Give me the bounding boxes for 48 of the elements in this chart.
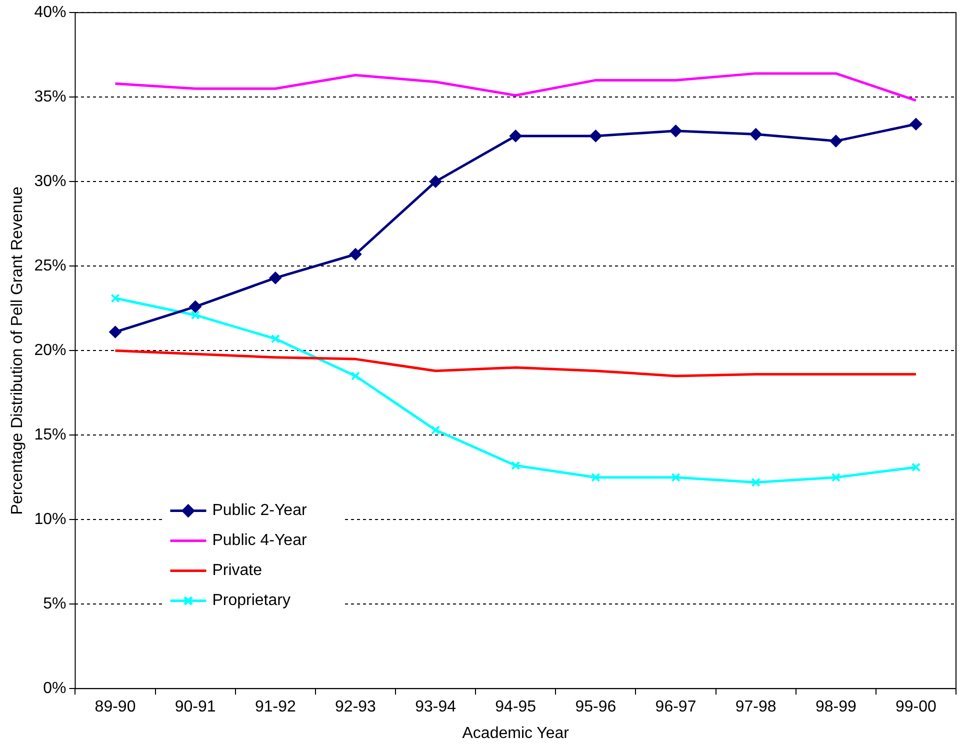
x-tick-label: 99-00	[896, 698, 937, 716]
point	[431, 425, 440, 435]
point	[510, 130, 522, 142]
y-tick-label: 25%	[34, 258, 66, 275]
point	[269, 272, 282, 284]
x-tick-label: 90-91	[174, 698, 216, 716]
point	[671, 472, 680, 482]
point	[511, 460, 520, 470]
point	[590, 130, 602, 142]
point	[750, 128, 762, 140]
point	[109, 326, 122, 338]
x-tick-label: 95-96	[575, 698, 616, 716]
x-tick-label: 98-99	[815, 698, 856, 716]
point	[670, 124, 682, 137]
y-tick-label: 0%	[43, 680, 66, 698]
y-tick-label: 40%	[34, 4, 66, 22]
x-axis-title: Academic Year	[462, 724, 570, 742]
y-tick-label: 20%	[34, 342, 66, 360]
legend-label: Public 4-Year	[212, 532, 308, 550]
y-tick-label: 10%	[34, 511, 66, 528]
point	[911, 462, 920, 472]
x-tick-label: 93-94	[415, 698, 456, 716]
y-tick-label: 5%	[43, 596, 66, 613]
y-tick-label: 35%	[34, 88, 66, 106]
point	[751, 478, 760, 487]
legend-label: Private	[212, 562, 262, 580]
x-tick-label: 92-93	[335, 698, 376, 716]
x-tick-label: 96-97	[655, 698, 696, 716]
x-tick-label: 89-90	[94, 698, 136, 716]
legend-label: Proprietary	[212, 592, 290, 610]
point	[189, 300, 202, 313]
point	[831, 472, 840, 482]
point	[110, 294, 120, 303]
point	[591, 472, 600, 482]
point	[430, 176, 442, 188]
point	[350, 371, 360, 380]
point	[830, 135, 842, 148]
x-tick-label: 94-95	[495, 698, 536, 716]
point	[190, 310, 200, 320]
point	[349, 248, 362, 260]
x-tick-label: 97-98	[735, 698, 776, 716]
point	[910, 118, 922, 130]
x-tick-label: 91-92	[254, 698, 296, 716]
y-tick-label: 15%	[34, 426, 66, 444]
point	[270, 334, 280, 344]
y-tick-label: 30%	[34, 173, 66, 190]
legend-label: Public 2-Year	[212, 502, 308, 520]
y-axis-title: Percentage Distribution of Pell Grant Revenue	[9, 186, 26, 515]
